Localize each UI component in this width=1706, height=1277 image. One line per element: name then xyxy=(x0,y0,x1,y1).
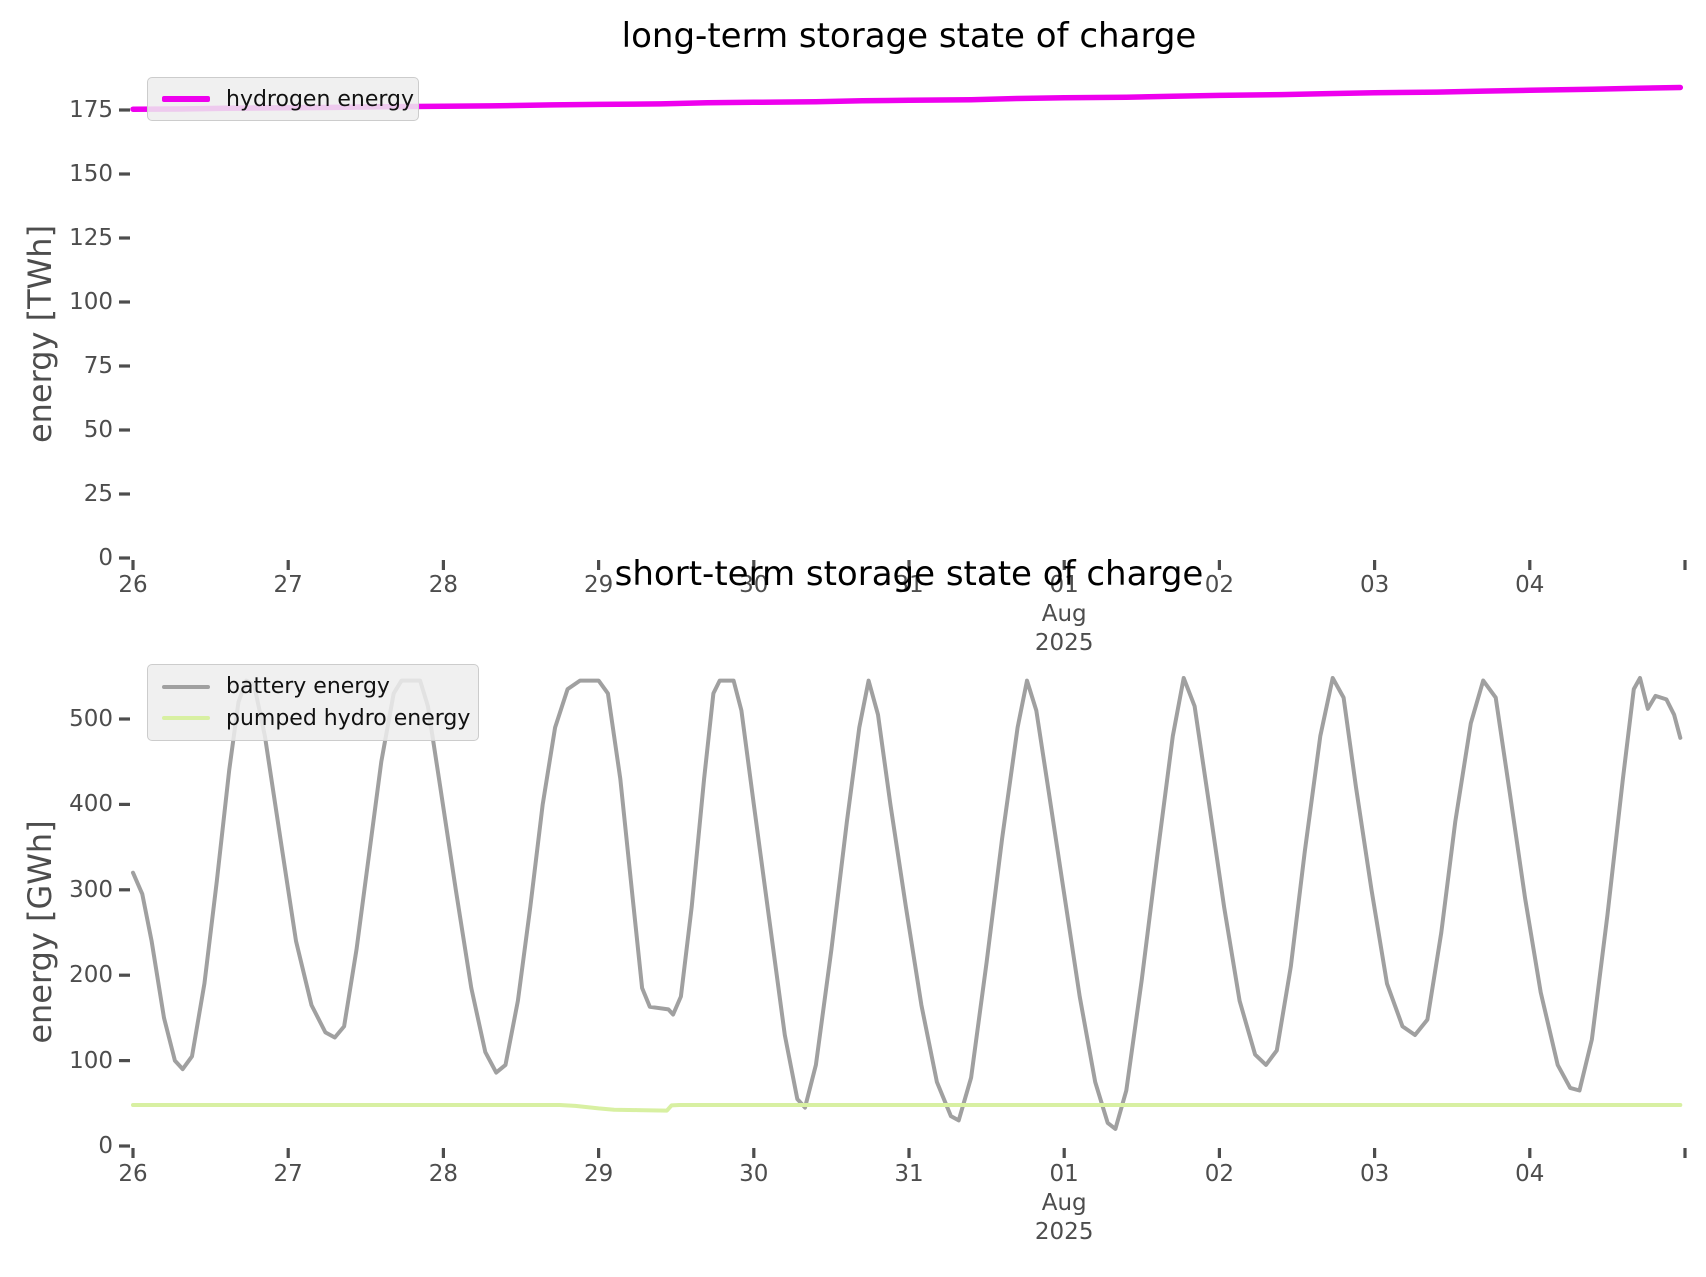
y-tick-label: 175 xyxy=(69,97,113,123)
x-tick-label: 28 xyxy=(428,1161,459,1187)
x-tick xyxy=(1062,560,1066,570)
y-tick-label: 150 xyxy=(69,161,113,187)
x-tick xyxy=(907,1148,911,1158)
hydrogen-energy-swatch xyxy=(162,96,210,102)
battery-energy-swatch xyxy=(162,684,210,689)
x-tick-label: 29 xyxy=(583,572,614,598)
y-tick-label: 400 xyxy=(69,791,113,818)
y-tick xyxy=(119,1144,130,1148)
y-tick xyxy=(119,364,130,368)
x-tick xyxy=(1373,1148,1377,1158)
x-tick-label: 26 xyxy=(118,572,148,598)
x-tick xyxy=(1528,1148,1532,1158)
legend-row: hydrogen energy xyxy=(162,86,414,112)
x-tick xyxy=(131,1148,135,1158)
pumped-hydro-energy-line xyxy=(131,1103,1683,1113)
y-tick xyxy=(119,172,130,176)
x-tick xyxy=(907,560,911,570)
x-tick xyxy=(1217,1148,1221,1158)
legend-label: pumped hydro energy xyxy=(226,705,471,731)
y-tick xyxy=(119,108,130,112)
x-tick xyxy=(1062,1148,1066,1158)
battery-energy-line xyxy=(131,676,1683,1131)
legend-short-term: battery energy pumped hydro energy xyxy=(147,664,479,741)
x-tick xyxy=(1528,560,1532,570)
legend-label: battery energy xyxy=(226,674,390,700)
x-tick-label: 30 xyxy=(739,1161,769,1187)
year-label: 2025 xyxy=(1034,630,1094,656)
year-label: 2025 xyxy=(1034,1219,1094,1245)
x-tick xyxy=(597,560,601,570)
y-tick xyxy=(119,717,130,721)
x-tick xyxy=(131,560,135,570)
x-tick-label: 29 xyxy=(583,1161,614,1187)
x-tick xyxy=(1217,560,1221,570)
month-label: Aug xyxy=(1041,1190,1087,1216)
y-tick-label: 0 xyxy=(98,1133,113,1159)
y-tick xyxy=(119,888,130,892)
x-tick xyxy=(1683,560,1687,570)
legend-label: hydrogen energy xyxy=(226,86,415,112)
x-tick-label: 27 xyxy=(273,572,303,598)
x-tick-label: 01 xyxy=(1049,1161,1079,1187)
x-tick-label: 04 xyxy=(1515,572,1545,598)
x-tick-label: 01 xyxy=(1049,572,1079,598)
x-tick xyxy=(752,1148,756,1158)
x-tick-label: 04 xyxy=(1515,1161,1545,1187)
y-tick-label: 75 xyxy=(83,353,113,379)
legend-row: pumped hydro energy xyxy=(162,705,470,733)
x-tick-label: 02 xyxy=(1204,572,1235,598)
pumped-hydro-energy-swatch xyxy=(162,716,210,721)
y-tick xyxy=(119,802,130,806)
month-label: Aug xyxy=(1041,601,1087,627)
x-tick-label: 03 xyxy=(1359,572,1390,598)
x-tick-label: 30 xyxy=(739,572,769,598)
x-tick xyxy=(441,560,445,570)
x-tick-label: 03 xyxy=(1359,1161,1390,1187)
x-tick xyxy=(1373,560,1377,570)
y-tick-label: 125 xyxy=(69,225,113,251)
y-tick-label: 25 xyxy=(83,481,113,507)
y-tick-label: 0 xyxy=(98,545,113,571)
y-tick-label: 500 xyxy=(69,706,113,732)
legend-row: battery energy xyxy=(162,673,466,701)
x-tick xyxy=(597,1148,601,1158)
x-tick-label: 28 xyxy=(428,572,459,598)
y-tick xyxy=(119,492,130,496)
x-tick xyxy=(286,560,290,570)
chart-title-short-term: short-term storage state of charge xyxy=(614,554,1204,594)
y-tick-label: 300 xyxy=(69,876,113,903)
x-tick xyxy=(1683,1148,1687,1158)
y-axis-label-twh: energy [TWh] xyxy=(21,224,59,444)
x-tick-label: 31 xyxy=(894,1161,924,1187)
y-tick-label: 100 xyxy=(69,289,113,315)
y-tick xyxy=(119,300,130,304)
y-tick-label: 50 xyxy=(83,417,113,443)
y-tick-label: 100 xyxy=(69,1047,113,1074)
x-tick-label: 31 xyxy=(894,572,924,598)
y-tick xyxy=(119,428,130,432)
y-tick-label: 200 xyxy=(69,962,113,989)
y-tick xyxy=(119,236,130,240)
x-tick-label: 26 xyxy=(118,1161,148,1187)
x-tick xyxy=(286,1148,290,1158)
y-tick xyxy=(119,556,130,560)
y-axis-label-gwh: energy [GWh] xyxy=(21,820,59,1044)
legend-long-term: hydrogen energy xyxy=(147,77,419,121)
x-tick xyxy=(752,560,756,570)
x-tick xyxy=(441,1148,445,1158)
x-tick-label: 02 xyxy=(1204,1161,1235,1187)
chart-title-long-term: long-term storage state of charge xyxy=(621,16,1197,56)
x-tick-label: 27 xyxy=(273,1161,303,1187)
y-tick xyxy=(119,973,130,977)
y-tick xyxy=(119,1059,130,1063)
